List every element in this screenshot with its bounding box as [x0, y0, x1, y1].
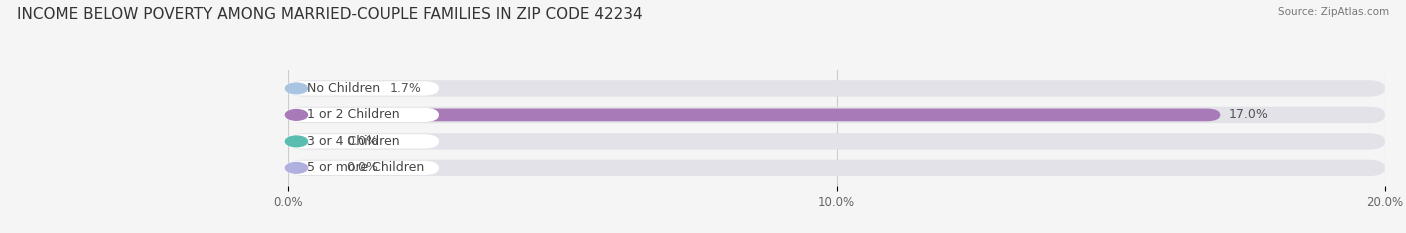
Circle shape: [285, 163, 308, 173]
FancyBboxPatch shape: [285, 161, 439, 175]
FancyBboxPatch shape: [285, 134, 439, 149]
Text: 17.0%: 17.0%: [1229, 108, 1268, 121]
Circle shape: [285, 136, 308, 147]
Text: Source: ZipAtlas.com: Source: ZipAtlas.com: [1278, 7, 1389, 17]
FancyBboxPatch shape: [288, 107, 1385, 123]
FancyBboxPatch shape: [288, 160, 1385, 176]
Text: INCOME BELOW POVERTY AMONG MARRIED-COUPLE FAMILIES IN ZIP CODE 42234: INCOME BELOW POVERTY AMONG MARRIED-COUPL…: [17, 7, 643, 22]
Circle shape: [285, 83, 308, 94]
FancyBboxPatch shape: [285, 108, 439, 122]
FancyBboxPatch shape: [288, 80, 1385, 97]
FancyBboxPatch shape: [288, 82, 381, 95]
FancyBboxPatch shape: [288, 133, 1385, 150]
Text: 5 or more Children: 5 or more Children: [308, 161, 425, 174]
Text: No Children: No Children: [308, 82, 381, 95]
Text: 0.0%: 0.0%: [346, 161, 378, 174]
FancyBboxPatch shape: [285, 81, 439, 96]
Text: 1.7%: 1.7%: [389, 82, 422, 95]
Circle shape: [285, 110, 308, 120]
Text: 3 or 4 Children: 3 or 4 Children: [308, 135, 401, 148]
Text: 0.0%: 0.0%: [346, 135, 378, 148]
FancyBboxPatch shape: [288, 135, 337, 148]
FancyBboxPatch shape: [288, 161, 337, 174]
FancyBboxPatch shape: [288, 109, 1220, 121]
Text: 1 or 2 Children: 1 or 2 Children: [308, 108, 401, 121]
